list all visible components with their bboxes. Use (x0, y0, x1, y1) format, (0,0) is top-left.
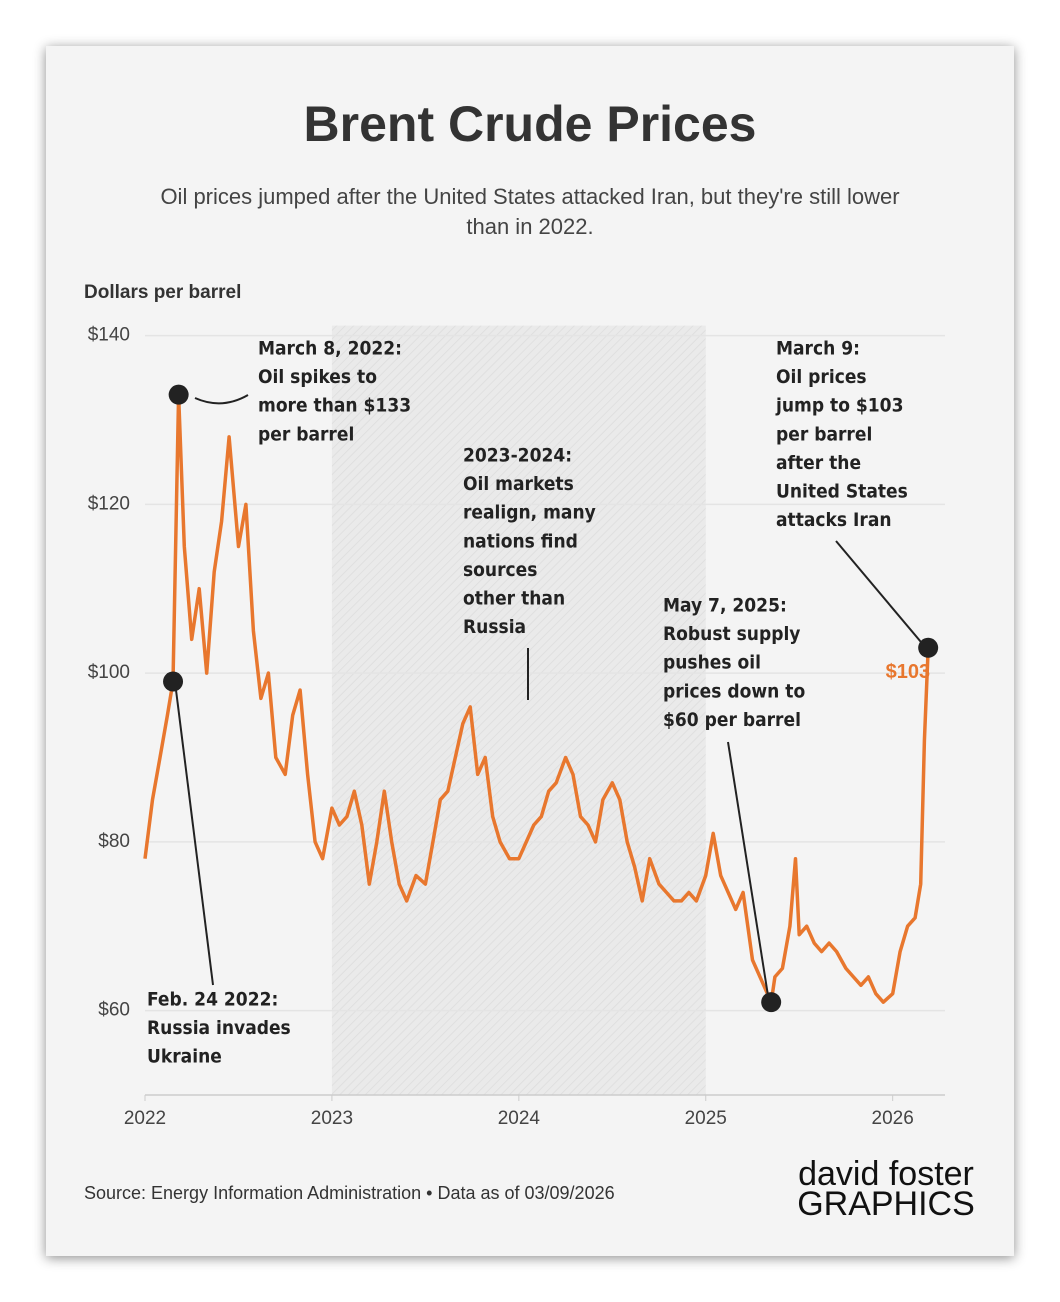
leader-line (174, 681, 214, 986)
logo: david foster (798, 1155, 974, 1193)
x-tick-label: 2022 (124, 1108, 166, 1129)
annotation-text: sources (463, 559, 537, 581)
annotation-text: Robust supply (663, 623, 800, 645)
annotation-text: Oil markets (463, 473, 574, 495)
annotation-text: 2023-2024: (463, 445, 572, 467)
annotation-text: Feb. 24 2022: (147, 989, 278, 1011)
y-tick-label: $60 (98, 1000, 130, 1021)
leader-line (727, 741, 770, 1003)
annotation-text: realign, many (463, 502, 596, 524)
y-tick-label: $100 (88, 662, 130, 683)
annotation-dot (163, 671, 184, 692)
x-tick-label: 2025 (685, 1108, 727, 1129)
annotation-text: Oil spikes to (258, 366, 377, 388)
source: Source: Energy Information Administratio… (84, 1183, 615, 1203)
annotation-dot (168, 384, 189, 405)
shaded-period (331, 325, 706, 1096)
annotation-text: after the (776, 452, 861, 474)
annotation-text: more than $133 (258, 395, 411, 417)
annotation-text: other than (463, 588, 565, 610)
y-tick-label: $80 (98, 831, 130, 852)
leader-line (194, 394, 249, 405)
y-axis-label: Dollars per barrel (84, 282, 241, 303)
annotation-text: attacks Iran (776, 509, 892, 531)
annotation-text: nations find (463, 530, 578, 552)
leader-line (835, 540, 927, 649)
annotation-text: pushes oil (663, 652, 761, 674)
annotation-text: Ukraine (147, 1046, 222, 1068)
x-tick-label: 2026 (872, 1108, 914, 1129)
annotation-text: United States (776, 481, 908, 503)
annotation-text: prices down to (663, 680, 805, 702)
chart-title: Brent Crude Prices (304, 96, 757, 152)
annotation-dot (761, 992, 782, 1013)
annotation-text: Russia (463, 616, 526, 638)
annotation-text: $60 per barrel (663, 709, 801, 731)
y-tick-label: $140 (88, 325, 130, 346)
price-line (143, 392, 930, 1004)
logo: GRAPHICS (797, 1185, 975, 1223)
subtitle: than in 2022. (466, 214, 593, 239)
annotation-text: per barrel (258, 423, 354, 445)
annotation-text: Russia invades (147, 1017, 291, 1039)
x-tick-label: 2023 (311, 1108, 353, 1129)
annotation-text: jump to $103 (775, 395, 903, 417)
y-tick-label: $120 (88, 493, 130, 514)
annotation-text: March 8, 2022: (258, 338, 402, 360)
annotation-text: Oil prices (776, 366, 867, 388)
annotation-text: May 7, 2025: (663, 595, 787, 617)
annotation-text: per barrel (776, 423, 872, 445)
end-value-label: $103 (886, 661, 931, 683)
subtitle: Oil prices jumped after the United State… (160, 184, 899, 209)
annotation-text: March 9: (776, 338, 860, 360)
annotation-dot (918, 637, 939, 658)
x-tick-label: 2024 (498, 1108, 541, 1129)
